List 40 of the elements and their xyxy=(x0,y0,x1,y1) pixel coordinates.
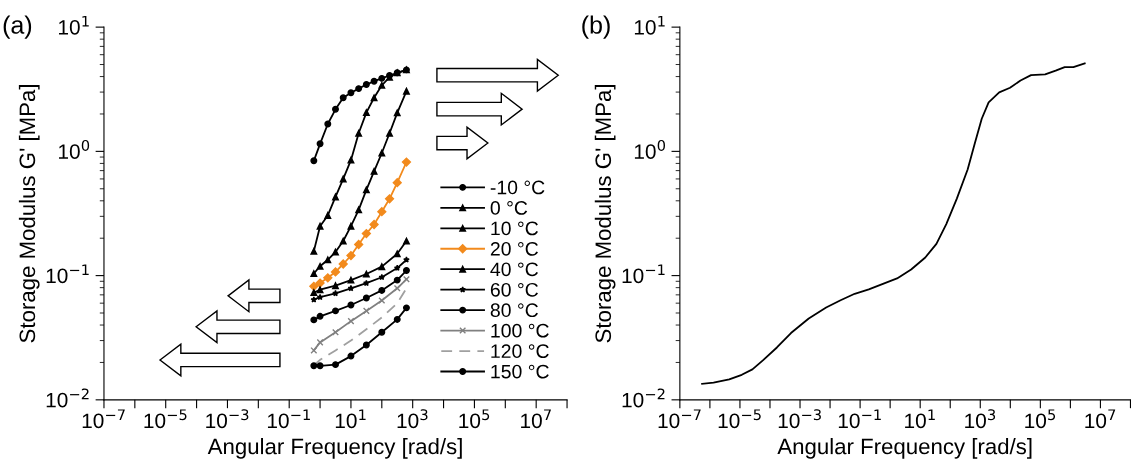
y-tick-label: 10$^{0}$ xyxy=(634,139,666,159)
y-tick-label: 10$^{1}$ xyxy=(634,15,665,35)
legend-label: 20 °C xyxy=(490,241,538,256)
x-tick-label: 10$^{1}$ xyxy=(905,409,935,429)
x-tick-label: 10$^{−1}$ xyxy=(838,409,881,429)
y-tick-label: 10$^{−2}$ xyxy=(46,388,89,408)
legend-label: 0 °C xyxy=(490,201,528,215)
chart-title: (b) xyxy=(582,15,610,39)
x-tick-label: 10$^{−5}$ xyxy=(144,409,187,429)
x-tick-label: 10$^{−3}$ xyxy=(778,409,821,429)
x-tick-label: 10$^{−3}$ xyxy=(206,409,249,429)
y-tick-label: 10$^{−2}$ xyxy=(622,388,665,408)
legend-label: -10 °C xyxy=(490,180,545,195)
legend-label: 150 °C xyxy=(491,364,549,379)
legend-label: 100 °C xyxy=(491,323,549,338)
chart-title: (a) xyxy=(3,15,32,39)
x-tick-label: 10$^{3}$ xyxy=(397,409,428,429)
x-tick-label: 10$^{5}$ xyxy=(459,409,490,429)
x-tick-label: 10$^{−7}$ xyxy=(82,409,125,429)
x-tick-label: 10$^{−5}$ xyxy=(718,409,761,429)
legend-label: 80 °C xyxy=(490,303,538,318)
x-tick-label: 10$^{−7}$ xyxy=(658,409,701,429)
legend-label: 10 °C xyxy=(491,221,538,236)
x-axis-title: Angular Frequency [rad/s] xyxy=(777,438,1032,459)
x-tick-label: 10$^{−1}$ xyxy=(267,409,310,429)
x-tick-label: 10$^{1}$ xyxy=(335,409,366,429)
y-tick-label: 10$^{0}$ xyxy=(59,139,90,159)
x-tick-label: 10$^{7}$ xyxy=(521,409,551,429)
x-tick-label: 10$^{7}$ xyxy=(1085,409,1116,429)
legend-label: 120 °C xyxy=(491,344,549,359)
y-tick-label: 10$^{−1}$ xyxy=(622,264,665,284)
y-axis-title: Storage Modulus G' [MPa] xyxy=(594,85,616,343)
x-axis-title: Angular Frequency [rad/s] xyxy=(207,438,462,459)
legend-label: 40 °C xyxy=(490,262,538,277)
y-axis-title: Storage Modulus G' [MPa] xyxy=(18,85,40,343)
x-tick-label: 10$^{5}$ xyxy=(1025,409,1056,429)
x-tick-label: 10$^{3}$ xyxy=(965,409,996,429)
y-tick-label: 10$^{1}$ xyxy=(59,15,89,35)
y-tick-label: 10$^{−1}$ xyxy=(46,264,89,284)
legend-label: 60 °C xyxy=(490,282,538,297)
